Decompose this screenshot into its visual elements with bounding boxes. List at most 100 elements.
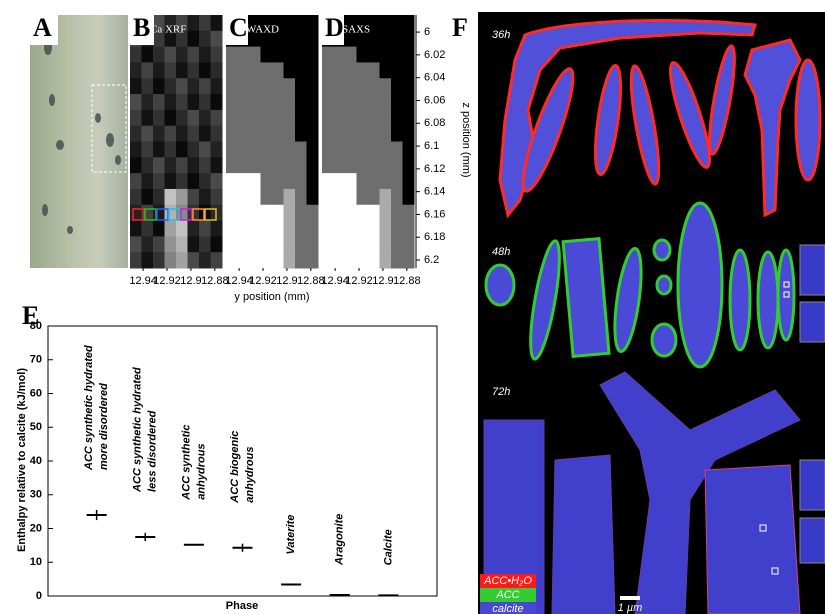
map-pixel — [368, 142, 380, 158]
map-pixel — [357, 252, 369, 268]
map-pixel — [403, 126, 415, 142]
map-pixel — [391, 205, 403, 221]
map-pixel — [226, 205, 238, 221]
map-pixel — [188, 78, 200, 94]
map-pixel — [322, 189, 334, 205]
map-pixel — [334, 157, 346, 173]
map-pixel — [176, 62, 188, 78]
map-pixel — [211, 189, 223, 205]
z-tick-label: 6.02 — [424, 49, 445, 61]
y-tick-label: 70 — [30, 354, 42, 366]
map-pixel — [334, 47, 346, 63]
y-tick-label: 40 — [30, 455, 42, 467]
map-pixel — [249, 173, 261, 189]
map-pixel — [199, 221, 211, 237]
map-pixel — [226, 47, 238, 63]
map-pixel — [391, 157, 403, 173]
map-pixel — [238, 62, 250, 78]
map-pixel — [188, 236, 200, 252]
map-pixel — [368, 47, 380, 63]
map-pixel — [334, 110, 346, 126]
map-pixel — [130, 205, 142, 221]
map-pixel — [403, 15, 415, 31]
map-pixel — [226, 252, 238, 268]
map-pixel — [295, 110, 307, 126]
map-pixel — [176, 221, 188, 237]
z-tick-label: 6.16 — [424, 208, 445, 220]
category-label: Vaterite — [285, 515, 297, 555]
z-tick-label: 6.14 — [424, 186, 445, 198]
map-pixel — [284, 47, 296, 63]
map-pixel — [261, 252, 273, 268]
map-pixel — [322, 126, 334, 142]
map-pixel — [261, 142, 273, 158]
time-label: 36h — [492, 29, 510, 41]
map-pixel — [238, 252, 250, 268]
map-pixel — [211, 236, 223, 252]
z-tick-label: 6.04 — [424, 72, 445, 84]
map-pixel — [403, 236, 415, 252]
map-pixel — [403, 205, 415, 221]
x-tick-label: 12.92 — [153, 275, 181, 287]
map-pixel — [199, 110, 211, 126]
map-pixel — [176, 189, 188, 205]
map-pixel — [295, 221, 307, 237]
x-axis-label: y position (mm) — [234, 291, 309, 303]
map-pixel — [153, 252, 165, 268]
time-label: 48h — [492, 246, 510, 258]
map-pixel — [199, 126, 211, 142]
map-pixel — [261, 62, 273, 78]
map-pixel — [188, 62, 200, 78]
map-pixel — [272, 205, 284, 221]
map-pixel — [295, 94, 307, 110]
map-pixel — [295, 15, 307, 31]
z-tick-label: 6 — [424, 26, 430, 38]
map-pixel — [284, 173, 296, 189]
map-pixel — [322, 173, 334, 189]
map-pixel — [211, 126, 223, 142]
map-pixel — [345, 205, 357, 221]
map-pixel — [188, 110, 200, 126]
map-pixel — [176, 94, 188, 110]
map-pixel — [153, 173, 165, 189]
map-pixel — [272, 47, 284, 63]
map-pixel — [403, 173, 415, 189]
panel-label: F — [452, 13, 468, 42]
map-pixel — [322, 78, 334, 94]
map-pixel — [357, 142, 369, 158]
map-pixel — [368, 78, 380, 94]
map-pixel — [176, 78, 188, 94]
map-pixel — [249, 221, 261, 237]
map-pixel — [403, 94, 415, 110]
map-pixel — [307, 110, 319, 126]
z-tick-label: 6.08 — [424, 117, 445, 129]
map-pixel — [226, 78, 238, 94]
map-pixel — [211, 62, 223, 78]
map-pixel — [391, 15, 403, 31]
map-pixel — [391, 78, 403, 94]
map-pixel — [142, 47, 154, 63]
map-pixel — [345, 189, 357, 205]
map-pixel — [153, 110, 165, 126]
map-pixel — [403, 110, 415, 126]
map-pixel — [199, 236, 211, 252]
map-pixel — [165, 236, 177, 252]
map-pixel — [380, 236, 392, 252]
map-pixel — [357, 94, 369, 110]
map-pixel — [307, 126, 319, 142]
map-pixel — [357, 78, 369, 94]
y-tick-label: 0 — [36, 590, 42, 602]
map-pixel — [295, 189, 307, 205]
map-pixel — [295, 236, 307, 252]
map-pixel — [295, 173, 307, 189]
map-pixel — [261, 173, 273, 189]
legend-label: ACC•H₂O — [483, 575, 532, 587]
x-tick-label: 12.9 — [180, 275, 201, 287]
map-pixel — [345, 110, 357, 126]
map-pixel — [391, 189, 403, 205]
y-tick-label: 80 — [30, 320, 42, 332]
map-pixel — [249, 47, 261, 63]
map-pixel — [249, 142, 261, 158]
map-pixel — [261, 126, 273, 142]
map-pixel — [199, 142, 211, 158]
